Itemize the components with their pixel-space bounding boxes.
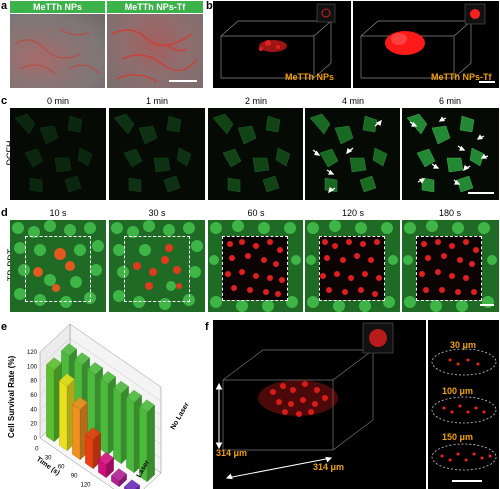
panel-e-ylabel-nolaser: No Laser <box>170 401 191 431</box>
panel-d-image-0 <box>10 220 106 312</box>
panel-a-scalebar <box>169 80 197 82</box>
panel-c-cells-0 <box>14 113 93 193</box>
panel-c-image-1 <box>109 108 205 200</box>
panel-e-letter: e <box>1 321 8 333</box>
panel-d-roi-4 <box>416 236 482 301</box>
panel-e-zlabel: Cell Survival Rate (%) <box>7 355 16 438</box>
panel-c-time-0: 0 min <box>46 96 69 106</box>
panel-d-image-2 <box>208 220 303 312</box>
panel-e-z-tick: 120 <box>27 350 38 356</box>
panel-e-z-tick: 20 <box>30 422 37 428</box>
panel-e-bar-laser-4 <box>98 452 114 479</box>
panel-c-cells-2 <box>212 113 291 193</box>
panel-c-arrows-4 <box>409 116 489 185</box>
panel-c-arrows-3 <box>312 119 382 194</box>
panel-b-scalebar <box>479 81 495 83</box>
panel-c-cells-1 <box>113 113 192 193</box>
panel-a-image-right <box>107 14 203 88</box>
panel-d-scalebar <box>480 304 494 306</box>
panel-f-depth-1: 100 μm <box>442 386 474 396</box>
panel-d-time-3: 120 s <box>341 208 365 218</box>
panel-c-cells-3 <box>309 113 388 194</box>
panel-c-image-0 <box>10 108 106 200</box>
panel-b-image-left: MeTTh NPs <box>213 1 351 88</box>
panel-f-depth-2: 150 μm <box>442 432 474 442</box>
panel-f-dim-arrows <box>215 382 333 480</box>
panel-e-gridline <box>39 323 162 388</box>
panel-e-z-tick: 100 <box>27 364 38 370</box>
panel-a-right-title: MeTTh NPs-Tf <box>107 1 203 13</box>
panel-f-letter: f <box>205 321 209 333</box>
panel-d-cells-3 <box>306 220 398 312</box>
panel-b-right-box <box>360 3 486 79</box>
panel-f-slice-ellipses <box>431 348 497 471</box>
panel-d-cells-2 <box>209 220 301 312</box>
panel-d-image-3 <box>305 220 400 312</box>
panel-c-scalebar <box>468 192 494 194</box>
panel-e-bar-laser-2 <box>72 396 88 461</box>
panel-e-ticks: 0204060801001200306090120150180 <box>27 350 91 489</box>
panel-e-x-tick: 0 <box>35 447 39 453</box>
panel-f-scalebar <box>452 480 482 482</box>
panel-e-bar-nolaser-6 <box>139 399 155 483</box>
panel-b-left-label: MeTTh NPs <box>285 72 335 82</box>
panel-a-image-left <box>10 14 105 88</box>
panel-e-z-tick: 40 <box>30 407 37 413</box>
panel-d-time-4: 180 s <box>438 208 462 218</box>
panel-a-left-cells <box>14 28 101 75</box>
panel-c-image-2 <box>208 108 303 200</box>
panel-d-time-0: 10 s <box>49 208 67 218</box>
panel-a-left-title: MeTTh NPs <box>10 1 105 13</box>
panel-c-time-2: 2 min <box>244 96 267 106</box>
panel-d-letter: d <box>1 207 8 219</box>
panel-e-bar-laser-6 <box>124 479 140 489</box>
panel-c-cells-4 <box>406 113 489 193</box>
panel-d-cells-4 <box>403 220 497 312</box>
panel-d-roi-1 <box>124 236 190 302</box>
panel-b-right-label: MeTTh NPs-Tf <box>431 72 492 82</box>
panel-b-letter: b <box>206 0 213 12</box>
panel-e-bars <box>46 343 155 489</box>
panel-e-bar-laser-5 <box>111 468 127 488</box>
panel-b-image-right: MeTTh NPs-Tf <box>353 1 499 88</box>
panel-a-right-cells <box>111 29 198 83</box>
panel-d-roi-3 <box>319 236 385 301</box>
panel-d-time-1: 30 s <box>148 208 166 218</box>
panel-d-time-2: 60 s <box>247 208 265 218</box>
panel-c-time-4: 6 min <box>438 96 461 106</box>
panel-c-image-4 <box>402 108 499 200</box>
panel-e-x-tick: 60 <box>58 465 65 471</box>
panel-e-x-tick: 90 <box>71 474 78 480</box>
panel-f-y-dim: 314 μm <box>313 462 345 472</box>
panel-d-image-4 <box>402 220 499 312</box>
panel-c-time-1: 1 min <box>145 96 168 106</box>
panel-e-z-tick: 0 <box>34 436 38 442</box>
panel-f-3d-image: 314 μm 314 μm <box>213 320 426 489</box>
panel-e-x-tick: 30 <box>45 456 52 462</box>
panel-d-roi-2 <box>222 236 288 301</box>
panel-e-bar-nolaser-5 <box>126 389 142 474</box>
panel-c-letter: c <box>1 95 8 107</box>
panel-e-z-tick: 60 <box>30 393 37 399</box>
panel-f-3d-box <box>215 322 394 480</box>
panel-f-slices: 30 μm 100 μm 150 μm <box>428 320 499 489</box>
panel-c-image-3 <box>305 108 400 200</box>
panel-d-cells-1 <box>111 220 203 310</box>
panel-b-left-box <box>220 3 336 79</box>
panel-e-z-tick: 80 <box>30 379 37 385</box>
panel-e-chart: 0204060801001200306090120150180 Cell Sur… <box>7 323 191 489</box>
panel-a-letter: a <box>1 0 8 12</box>
panel-d-image-1 <box>109 220 205 312</box>
panel-e-bar-nolaser-4 <box>113 380 129 465</box>
panel-d-roi-0 <box>25 236 91 302</box>
panel-f-depth-0: 30 μm <box>450 340 477 350</box>
panel-e-x-tick: 120 <box>80 483 91 489</box>
panel-e-gridline <box>39 338 162 402</box>
panel-c-time-3: 4 min <box>341 96 364 106</box>
panel-f-x-dim: 314 μm <box>216 448 248 458</box>
